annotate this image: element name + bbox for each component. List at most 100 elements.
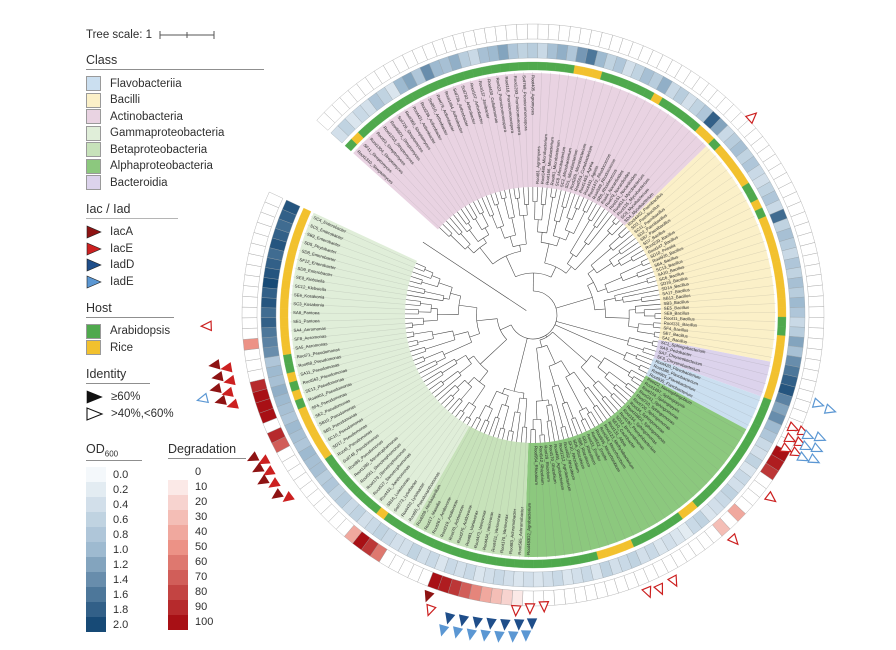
tree-branch — [627, 344, 644, 351]
tree-branch — [447, 398, 460, 412]
degradation-cell — [547, 24, 560, 41]
taxon-label: SE5_Bacillus — [664, 305, 690, 311]
degradation-scale-row: 60 — [168, 554, 246, 570]
filled-iacE-triangle-marker — [263, 465, 276, 476]
open-iacE-triangle-marker — [652, 582, 664, 596]
tree-branch — [405, 308, 419, 311]
tree-branch — [644, 308, 661, 310]
od600-scale-value: 0.6 — [113, 513, 129, 526]
tree-branch — [439, 227, 450, 237]
tree-branch — [607, 280, 648, 294]
tree-branch — [536, 187, 538, 202]
tree-branch — [426, 374, 444, 387]
od600-scale-title: OD600 — [86, 442, 142, 461]
taxon-label: Root954_Rhizobium — [533, 446, 539, 485]
host-segment — [569, 555, 581, 566]
tree-branch — [486, 408, 493, 421]
filled-iacA-triangle-marker — [208, 359, 221, 370]
tree-branch — [597, 288, 607, 293]
tree-branch — [578, 197, 585, 210]
open-iacE-triangle-marker — [783, 431, 797, 443]
tree-branch — [590, 411, 600, 425]
taxon-spoke — [581, 433, 626, 540]
od600-scale-value: 0.4 — [113, 498, 129, 511]
degradation-scale-row: 40 — [168, 524, 246, 540]
iace-triangle-icon — [86, 242, 102, 256]
tree-branch — [566, 193, 576, 218]
tree-branch — [547, 399, 550, 406]
taxon-label: Root131_Bacillus — [664, 321, 698, 328]
legend-item-bacteroidia: Bacteroidia — [86, 175, 286, 191]
degradation-scale-swatch — [168, 614, 188, 630]
tree-branch — [627, 375, 633, 379]
taxon-spoke — [598, 424, 659, 524]
class-sector-alphaproteobacteria — [524, 375, 747, 558]
od600-scale-row: 2.0 — [86, 617, 142, 632]
taxon-spoke — [608, 118, 677, 212]
od600-scale-value: 1.8 — [113, 603, 129, 616]
taxon-spoke — [658, 267, 772, 291]
taxon-spoke — [659, 332, 774, 349]
tree-branch — [526, 204, 528, 216]
filled-iacE-triangle-marker — [221, 386, 234, 397]
class-swatch — [86, 92, 101, 108]
tree-branch — [620, 259, 633, 266]
taxon-spoke — [294, 267, 408, 291]
tree-branch — [425, 339, 456, 350]
taxon-spoke — [355, 148, 440, 228]
taxon-spoke — [523, 72, 529, 188]
taxon-spoke — [602, 422, 666, 519]
tree-branch — [441, 363, 458, 374]
od600-cell — [787, 336, 805, 348]
host-segment — [775, 279, 785, 290]
od600-cell — [788, 326, 805, 338]
taxon-label: SA17_Bacillus — [662, 287, 690, 296]
degradation-scale-swatch — [168, 539, 188, 555]
taxon-spoke — [614, 413, 688, 503]
legend-item-alphaproteobacteria: Alphaproteobacteria — [86, 158, 286, 175]
iac-iad-markers — [195, 112, 837, 643]
taxon-spoke — [368, 136, 447, 222]
tree-branch — [621, 230, 630, 239]
host-segment — [578, 553, 590, 564]
taxon-spoke — [385, 416, 456, 509]
host-segment — [777, 307, 787, 318]
tree-branch — [574, 232, 610, 271]
taxon-spoke — [606, 419, 674, 514]
tree-branch — [459, 412, 465, 420]
degradation-cell — [808, 317, 825, 329]
tree-branch — [490, 194, 495, 206]
host-segment — [773, 270, 784, 281]
taxon-spoke — [654, 241, 765, 277]
tree-branch — [540, 419, 543, 435]
filled-iadD-triangle-marker — [458, 614, 470, 627]
legend-item-rice: Rice — [86, 340, 286, 356]
tree-branch — [653, 340, 659, 343]
taxon-spoke — [632, 162, 723, 235]
taxon-spoke — [352, 400, 439, 479]
iac-legend-items: IacA IacE IadD IadE — [86, 225, 286, 290]
tree-branch — [609, 252, 621, 261]
taxon-spoke — [585, 431, 635, 537]
tree-branch — [651, 345, 658, 347]
od600-cell — [789, 306, 806, 318]
taxon-spoke — [556, 76, 578, 190]
degradation-cell — [808, 295, 825, 308]
taxon-label: Root1293_Promicromonospora — [513, 75, 523, 136]
taxon-spoke — [643, 191, 743, 251]
tree-branch — [550, 266, 557, 278]
tree-branch — [590, 247, 612, 266]
od600-scale-swatch — [86, 602, 106, 617]
host-segment — [560, 557, 571, 567]
taxon-spoke — [340, 393, 433, 465]
tree-branch — [643, 347, 656, 352]
degradation-scale-swatch — [168, 509, 188, 525]
tree-branch — [518, 187, 521, 199]
legend-item-identity-high: ≥60% — [86, 390, 286, 406]
host-segment — [542, 559, 553, 568]
open-iacE-triangle-marker — [726, 532, 739, 546]
class-sector-bacteroidia — [653, 339, 771, 397]
tree-branch — [615, 220, 620, 225]
od600-cell — [517, 42, 529, 59]
tree-branch — [601, 398, 615, 415]
